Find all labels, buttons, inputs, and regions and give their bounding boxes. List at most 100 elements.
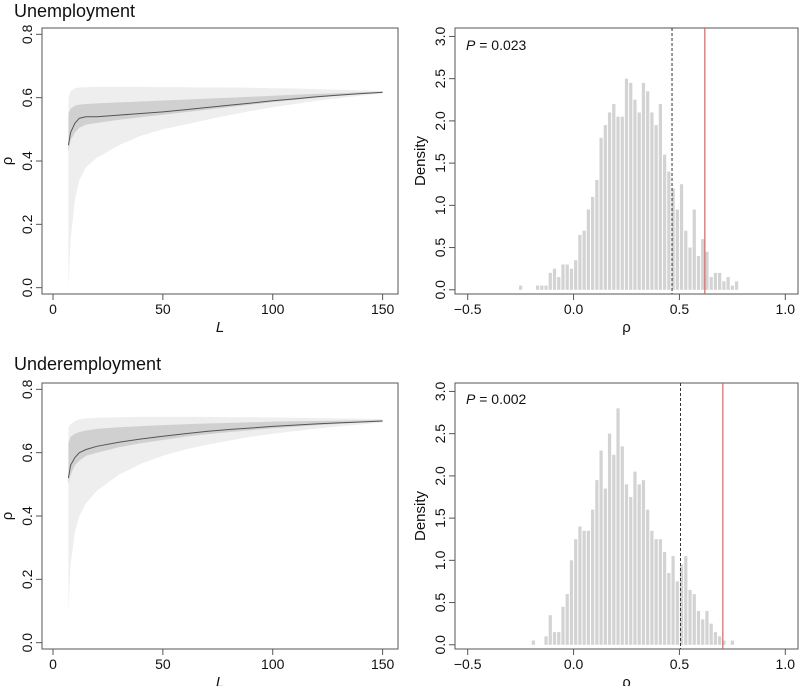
histogram-bar [713, 272, 718, 290]
histogram-bar [616, 408, 620, 645]
histogram-bar [633, 471, 637, 645]
histogram-bar [565, 264, 569, 290]
histogram-bar [561, 264, 565, 290]
x-tick-label: 0.0 [564, 301, 584, 317]
y-tick-label: 0.0 [19, 633, 35, 653]
histogram-bar [595, 480, 599, 645]
histogram-bar [671, 188, 675, 290]
histogram-bar [646, 91, 650, 290]
histogram-bar [688, 589, 692, 645]
histogram-bar [705, 251, 709, 290]
histogram-bar [620, 116, 624, 290]
histogram-bar [692, 209, 696, 290]
histogram-bar [667, 171, 671, 290]
histogram-bar [519, 285, 523, 290]
median-line [67, 91, 383, 146]
y-tick-label: 2.0 [432, 466, 448, 486]
histogram-bar [709, 277, 713, 290]
histogram-bar [730, 640, 734, 645]
histogram-bar [612, 104, 616, 290]
y-tick-label: 0.6 [19, 443, 35, 463]
histogram-bar [662, 551, 667, 645]
histogram-bar [654, 539, 658, 645]
histogram-bar [658, 539, 662, 645]
y-tick-label: 0.4 [19, 506, 35, 526]
histogram-bar [696, 611, 701, 645]
x-tick-label: 150 [371, 301, 395, 317]
histogram-bar [675, 581, 679, 645]
histogram-bar [607, 433, 612, 645]
histogram-bar [557, 277, 561, 290]
histogram-bar [718, 272, 722, 290]
histogram-bar [641, 82, 646, 290]
histogram-bar [629, 497, 633, 645]
plot-frame [454, 27, 799, 295]
histogram-bar [705, 611, 709, 645]
histogram-bar [569, 560, 574, 645]
histogram-bar [637, 484, 641, 645]
y-tick-label: 0.4 [19, 151, 35, 171]
histogram-bar [713, 632, 718, 645]
histogram-bar [595, 180, 599, 290]
y-tick-label: 0.2 [19, 214, 35, 234]
title-underemployment: Underemployment [14, 354, 161, 374]
histogram-panel-underemployment: −0.5 0.0 0.5 1.0 0.0 0.5 1.0 1.5 2.0 2.5 3.0 ρ Densi… [412, 382, 799, 691]
y-tick-label: 0.0 [19, 278, 35, 298]
y-tick-label: 1.5 [432, 153, 448, 173]
histogram-bar [637, 112, 641, 290]
x-tick-label: 50 [155, 656, 171, 672]
histogram-bar [684, 556, 688, 645]
histogram-bar [535, 285, 540, 290]
histogram-bar [599, 137, 603, 290]
x-tick-label: 0 [49, 656, 57, 672]
x-tick-label: −0.5 [454, 301, 482, 317]
histogram-bar [730, 285, 734, 290]
histogram-bar [650, 112, 654, 290]
y-tick-label: 0.2 [19, 569, 35, 589]
histogram-bar [650, 530, 654, 645]
x-tick-label: 150 [371, 656, 395, 672]
histogram-bar [557, 632, 561, 645]
median-line [67, 420, 383, 479]
y-axis-label: Density [412, 135, 429, 186]
x-tick-label: 50 [155, 301, 171, 317]
plot-frame [41, 27, 399, 295]
histogram-bar [586, 530, 591, 645]
histogram-bar [718, 636, 722, 645]
p-value-text: = 0.023 [475, 37, 526, 53]
x-tick-label: 100 [261, 301, 285, 317]
histogram-panel-unemployment: −0.5 0.0 0.5 1.0 0.0 0.5 1.0 1.5 2.0 2.5 3.0 ρ Densi… [412, 27, 799, 336]
histogram-bar [641, 480, 646, 645]
inner-interval-band [68, 91, 383, 152]
y-tick-label: 1.5 [432, 508, 448, 528]
histogram-bar [679, 564, 684, 645]
p-value-symbol: P [466, 391, 476, 407]
title-unemployment: Unemployment [14, 1, 135, 21]
x-tick-label: 0.5 [670, 301, 690, 317]
y-tick-label: 0.6 [19, 88, 35, 108]
histogram-bar [654, 125, 658, 290]
y-axis-label: ρ [0, 157, 16, 166]
histogram-bar [624, 78, 629, 290]
histogram-bar [675, 209, 679, 290]
y-tick-label: 0.5 [432, 238, 448, 258]
histogram-bar [696, 256, 701, 290]
histogram-bar [548, 615, 552, 645]
x-tick-label: 1.0 [776, 656, 796, 672]
histogram-bar [544, 636, 548, 645]
x-axis-label: L [216, 674, 224, 686]
x-axis-label: L [216, 319, 224, 336]
histogram-bar [591, 196, 595, 290]
p-value-symbol: P [466, 37, 476, 53]
x-tick-label: 1.0 [776, 301, 796, 317]
x-tick-label: 0.5 [670, 656, 690, 672]
y-tick-label: 2.5 [432, 69, 448, 89]
histogram-bar [565, 594, 569, 645]
histogram-bar [671, 556, 675, 645]
histogram-bar [722, 281, 726, 290]
plot-frame [454, 382, 799, 650]
histogram-bar [701, 619, 705, 645]
y-tick-label: 0.0 [432, 635, 448, 655]
p-value-text: = 0.002 [475, 391, 526, 407]
histogram-bar [582, 530, 586, 645]
